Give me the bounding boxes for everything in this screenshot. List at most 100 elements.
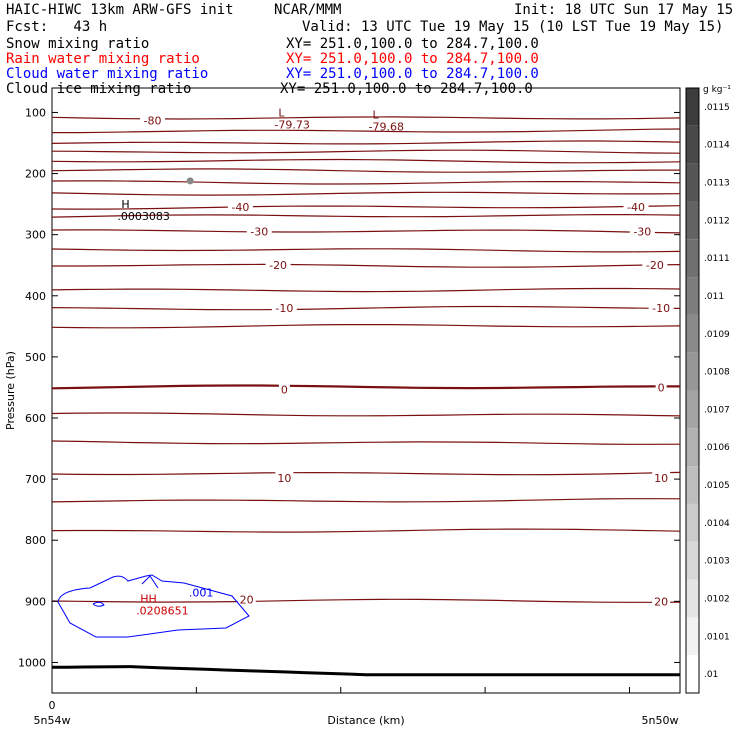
y-tick-label: 100: [25, 106, 46, 119]
extremum-value: -79.73: [274, 119, 309, 132]
colorbar-segment: [686, 617, 699, 656]
colorbar-segment: [686, 125, 699, 164]
contour-label-bg: [246, 224, 272, 238]
contour-label-bg: [652, 594, 671, 608]
colorbar-label: .0112: [704, 216, 730, 226]
contour-label-bg: [271, 301, 297, 314]
contour-label-bg: [227, 200, 253, 214]
contour-label-bg: [237, 592, 256, 606]
colorbar-segment: [686, 352, 699, 391]
contour-label-bg: [265, 258, 291, 272]
temperature-contour: [51, 305, 681, 311]
temperature-contour: [51, 214, 681, 218]
colorbar-segment: [686, 163, 699, 202]
contour-label-bg: [655, 380, 667, 394]
x-left-label: 5n54w: [34, 714, 71, 727]
temperature-contour: [51, 412, 681, 417]
colorbar-label: .011: [704, 292, 724, 302]
temperature-contour: [51, 440, 681, 445]
contour-label: 0: [281, 383, 288, 396]
colorbar-frame: [685, 87, 700, 694]
init-time: Init: 18 UTC Sun 17 May 15: [514, 2, 734, 18]
temperature-contour: [52, 128, 681, 134]
contour-label: -10: [275, 302, 293, 315]
contour-label: 0: [658, 381, 665, 394]
snow-maximum-blob: [186, 177, 194, 185]
temperature-contour: [52, 263, 681, 268]
colorbar-segment: [686, 201, 699, 240]
temperature-contour: [51, 158, 681, 164]
contour-label: -20: [269, 259, 287, 272]
contour-label-bg: [642, 258, 668, 272]
colorbar-segment: [686, 239, 699, 278]
colorbar-segment: [686, 428, 699, 467]
y-tick-label: 300: [25, 229, 46, 242]
cloud-water-label: .001: [189, 586, 214, 599]
y-tick-label: 500: [25, 351, 46, 364]
colorbar-label: .0113: [704, 179, 730, 189]
contour-label-bg: [623, 200, 649, 214]
contour-label-bg: [652, 470, 671, 484]
y-tick-label: 200: [25, 168, 46, 181]
contour-label-bg: [275, 470, 294, 484]
y-tick-label: 1000: [18, 656, 46, 669]
temperature-contour: [51, 180, 681, 185]
temperature-contour: [51, 149, 681, 154]
colorbar-segment: [686, 655, 699, 693]
contour-label: -40: [627, 201, 645, 214]
temperature-contour: [51, 229, 681, 234]
colorbar-label: .0103: [704, 557, 730, 567]
y-tick-label: 900: [25, 595, 46, 608]
colorbar-label: .0115: [704, 103, 730, 113]
contour-label: -30: [633, 226, 651, 239]
y-tick-label: 700: [25, 473, 46, 486]
extremum-marker: L: [373, 108, 380, 121]
extremum-value: .0208651: [136, 604, 189, 617]
colorbar-segment: [686, 466, 699, 504]
temperature-contour: [51, 287, 681, 293]
cloud-water-contour-inner: [141, 575, 159, 589]
colorbar-segment: [686, 314, 699, 353]
extremum-marker: HH: [140, 592, 157, 605]
extremum-marker: L: [278, 107, 285, 120]
contour-label-bg: [278, 382, 290, 396]
extremum-value: .0003083: [117, 210, 170, 223]
contour-label: -10: [652, 302, 670, 315]
contour-label: -80: [143, 114, 161, 127]
temperature-contour: [51, 140, 681, 145]
contour-label: 10: [277, 472, 291, 485]
plot-frame: [51, 87, 681, 694]
temperature-contour: [51, 384, 680, 390]
contour-label: -30: [250, 226, 268, 239]
field-name-snow: Snow mixing ratio: [6, 36, 150, 52]
contour-label-bg: [648, 301, 674, 314]
field-xy-cloud-water: XY= 251.0,100.0 to 284.7,100.0: [286, 66, 539, 82]
extremum-marker: H: [121, 198, 129, 211]
extremum-value: -79.68: [369, 120, 404, 133]
contour-label: 20: [240, 594, 254, 607]
surface-line: [51, 665, 680, 677]
colorbar-label: .0101: [704, 632, 730, 642]
temperature-contour: [51, 168, 680, 173]
field-name-cloud-ice: Cloud ice mixing ratio: [6, 81, 192, 97]
temperature-contour: [51, 471, 681, 476]
colorbar-label: .0114: [704, 141, 730, 151]
contour-label: 20: [654, 595, 668, 608]
colorbar-segment: [686, 579, 699, 618]
colorbar-segment: [686, 88, 699, 126]
temperature-contour: [51, 324, 681, 329]
contour-label-bg: [139, 113, 165, 127]
y-axis-label: Pressure (hPa): [4, 351, 17, 430]
field-xy-rain: XY= 251.0,100.0 to 284.7,100.0: [286, 51, 539, 67]
x-zero-label: 0: [49, 699, 56, 712]
y-tick-label: 800: [25, 534, 46, 547]
y-tick-label: 400: [25, 290, 46, 303]
temperature-contour: [51, 205, 681, 210]
model-title: HAIC-HIWC 13km ARW-GFS init: [6, 2, 234, 18]
colorbar-unit: g kg⁻¹: [703, 85, 731, 95]
colorbar-label: .0109: [704, 330, 730, 340]
contour-label: 10: [654, 472, 668, 485]
contour-label: -40: [231, 201, 249, 214]
field-xy-snow: XY= 251.0,100.0 to 284.7,100.0: [286, 36, 539, 52]
